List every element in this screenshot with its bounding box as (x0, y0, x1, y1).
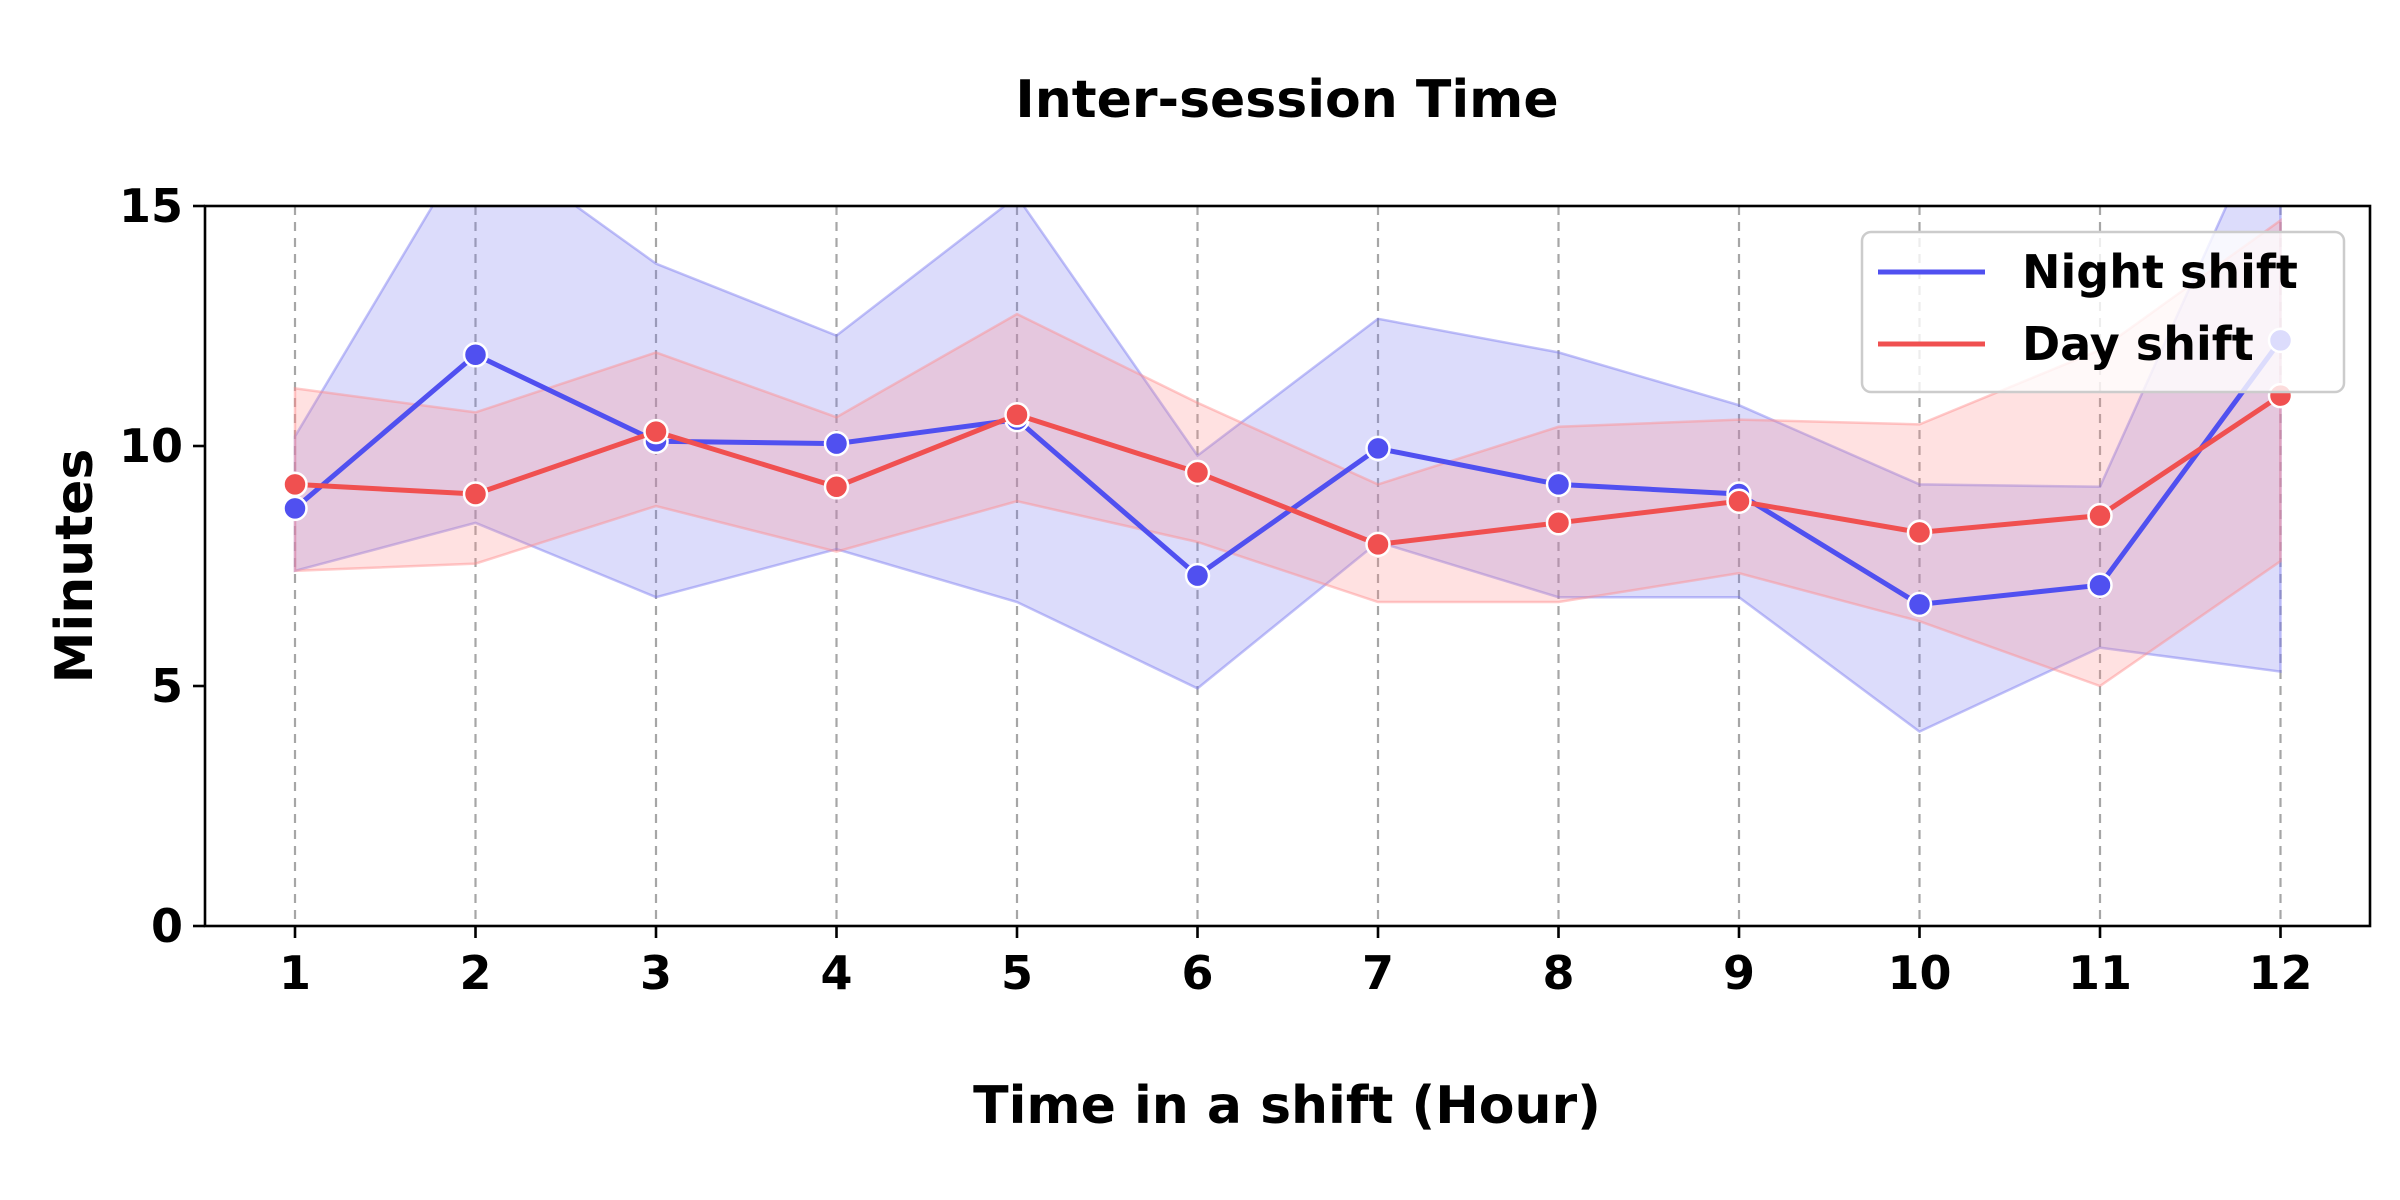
x-tick-label-3: 3 (640, 946, 672, 1000)
plot-frame (203, 204, 2372, 928)
night-shift-point-2 (462, 342, 489, 368)
x-tick-label-12: 12 (2248, 946, 2312, 1000)
legend: Night shift Day shift (1860, 230, 2346, 394)
day-shift-point-11 (2087, 502, 2113, 529)
legend-night-shift-label: Night shift (2022, 245, 2298, 299)
day-shift-point-3 (643, 418, 669, 445)
night-shift-point-4 (823, 430, 850, 457)
x-tick-label-10: 10 (1887, 946, 1951, 1000)
day-shift-point-10 (1906, 519, 1933, 546)
series-lines (282, 327, 2294, 618)
x-tick-label-7: 7 (1362, 946, 1394, 1000)
night-shift-point-7 (1365, 435, 1391, 462)
night-shift-point-1 (282, 495, 308, 522)
night-shift-band (293, 206, 2282, 734)
night-shift-point-11 (2087, 572, 2113, 598)
day-shift-point-2 (462, 481, 489, 507)
x-tick-label-4: 4 (820, 946, 852, 1000)
y-axis-label: Minutes (45, 449, 105, 684)
x-tick-label-6: 6 (1181, 946, 1213, 1000)
x-tick-label-5: 5 (1001, 946, 1033, 1000)
day-shift-band (293, 217, 2282, 688)
night-shift-point-10 (1906, 591, 1933, 618)
legend-day-shift-label: Day shift (2022, 317, 2254, 371)
day-shift-line (294, 393, 2282, 547)
y-tick-label-0: 0 (151, 899, 183, 953)
x-tick-label-11: 11 (2068, 946, 2132, 1000)
y-tick-label-5: 5 (151, 659, 183, 713)
day-shift-point-5 (1004, 402, 1030, 428)
night-shift-line (293, 338, 2283, 607)
x-tick-label-9: 9 (1723, 946, 1755, 1000)
night-shift-point-8 (1545, 471, 1572, 498)
day-shift-point-6 (1184, 459, 1211, 486)
y-tick-label-10: 10 (119, 419, 183, 473)
day-shift-point-7 (1365, 531, 1391, 558)
y-tick-label-15: 15 (119, 179, 183, 233)
x-tick-label-2: 2 (459, 946, 491, 1000)
x-axis-label: Time in a shift (Hour) (973, 1076, 1601, 1136)
day-shift-point-8 (1545, 510, 1572, 536)
day-shift-point-4 (823, 474, 850, 500)
x-tick-label-1: 1 (279, 946, 311, 1000)
night-shift-point-6 (1184, 562, 1211, 589)
chart-title: Inter-session Time (1015, 70, 1558, 130)
day-shift-point-1 (282, 471, 308, 498)
day-shift-point-9 (1726, 488, 1752, 514)
x-tick-label-8: 8 (1542, 946, 1574, 1000)
confidence-bands (293, 206, 2282, 734)
